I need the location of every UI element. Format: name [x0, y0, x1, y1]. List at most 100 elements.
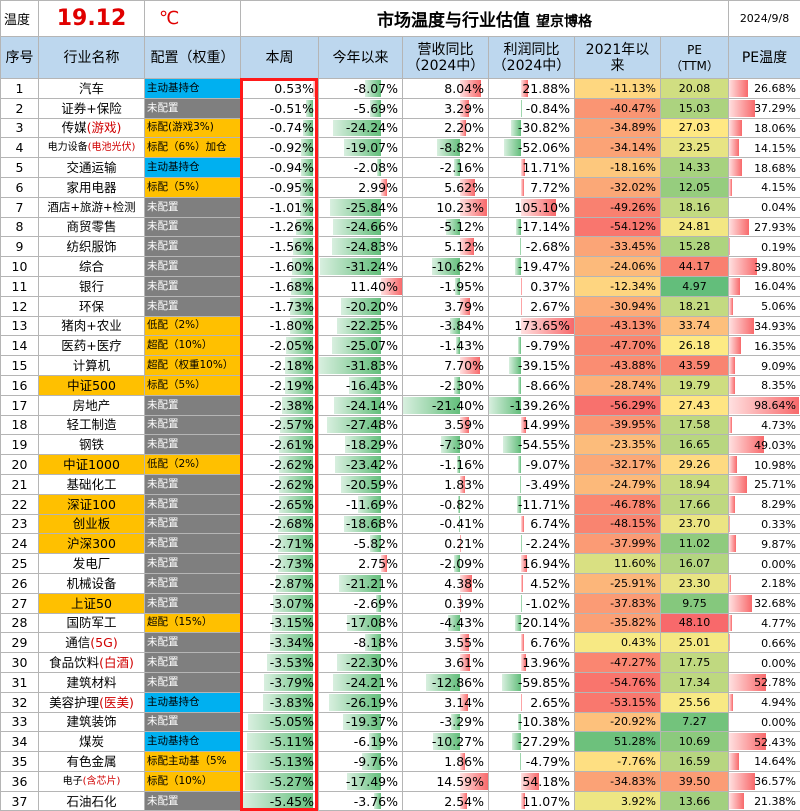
- this-week-change: -3.53%: [240, 652, 319, 673]
- profit-yoy-value: -1.02%: [525, 595, 570, 611]
- revenue-yoy-value: 5.62%: [444, 179, 484, 195]
- profit-yoy-value: 11.71%: [522, 160, 570, 176]
- pe-temperature: 16.35%: [728, 335, 800, 357]
- revenue-yoy: 0.39%: [402, 592, 489, 614]
- row-number: 17: [0, 394, 39, 416]
- this-week-change-bar: [292, 238, 313, 256]
- pe-temperature: 8.29%: [728, 493, 800, 515]
- profit-yoy-bar: [521, 198, 556, 216]
- industry-name-highlight: (白酒): [99, 655, 134, 670]
- revenue-yoy-bar: [440, 436, 460, 454]
- pe-temperature-value: 26.68%: [754, 82, 797, 96]
- col-header-no: 序号: [0, 36, 39, 79]
- profit-yoy-value: -139.26%: [509, 397, 570, 413]
- profit-yoy-bar: [520, 238, 522, 256]
- pe-temperature-bar: [729, 475, 748, 493]
- revenue-yoy-value: -2.16%: [439, 160, 484, 176]
- revenue-yoy: -0.82%: [402, 493, 489, 515]
- ytd-change-value: -6.19%: [353, 734, 398, 750]
- pe-ttm: 39.50: [659, 770, 730, 792]
- profit-yoy-value: -52.06%: [517, 140, 570, 156]
- row-number: 22: [0, 493, 39, 515]
- revenue-yoy: -2.09%: [402, 553, 489, 574]
- this-week-change-value: 0.53%: [274, 80, 314, 96]
- profit-yoy-value: 11.07%: [522, 793, 570, 809]
- pe-temperature: 25.71%: [728, 473, 800, 495]
- pe-temperature-value: 10.98%: [754, 458, 797, 472]
- ytd-change-bar: [333, 673, 382, 691]
- profit-yoy-value: -54.55%: [517, 437, 570, 453]
- industry-name: 食品饮料(白酒): [38, 652, 145, 673]
- table-row: 22 深证100 未配置 -2.65% -11.69% -0.82% -11.71% -46.…: [0, 493, 800, 515]
- this-week-change-value: -2.68%: [269, 516, 314, 532]
- allocation-weight: 主动基持仓: [144, 78, 241, 99]
- pe-temperature-bar: [729, 574, 731, 592]
- profit-yoy: -0.84%: [488, 97, 575, 119]
- allocation-weight: 低配（2%）: [144, 315, 241, 337]
- industry-name-text: 纺织服饰: [66, 239, 117, 255]
- profit-yoy-value: 13.96%: [522, 655, 570, 670]
- revenue-yoy: 0.21%: [402, 533, 489, 555]
- industry-name-text: 证券+保险: [61, 100, 122, 116]
- ytd-change-bar: [375, 594, 382, 612]
- this-week-change-bar: [279, 436, 313, 454]
- profit-yoy-value: 14.99%: [522, 417, 570, 433]
- title-row: 温度 19.12 ℃ 市场温度与行业估值 望京博格 2024/9/8: [0, 0, 800, 37]
- pe-ttm: 26.18: [659, 335, 730, 357]
- revenue-yoy-bar: [454, 555, 460, 572]
- revenue-yoy-value: -7.30%: [439, 437, 484, 453]
- revenue-yoy-bar: [448, 614, 460, 632]
- since-2021-change: -46.78%: [574, 493, 661, 515]
- this-week-change-value: -2.19%: [269, 377, 314, 393]
- this-week-change: 0.53%: [240, 78, 319, 99]
- profit-yoy-value: 6.74%: [530, 516, 570, 532]
- revenue-yoy-value: 14.59%: [436, 773, 484, 789]
- industry-name: 创业板: [38, 513, 145, 535]
- this-week-change-bar: [291, 277, 313, 295]
- profit-yoy-value: 2.65%: [530, 694, 570, 710]
- revenue-yoy-bar: [449, 317, 460, 335]
- col-header-pe-temperature: PE温度: [728, 36, 800, 79]
- col-header-revenue-yoy: 营收同比 （2024中）: [402, 36, 489, 79]
- pe-temperature: 0.00%: [728, 553, 800, 574]
- table-row: 37 石油石化 未配置 -5.45% -3.76% 2.54% 11.07% 3.92% 13.…: [0, 790, 800, 811]
- ytd-change: -16.43%: [318, 374, 403, 396]
- this-week-change-bar: [282, 396, 313, 414]
- ytd-change-bar: [339, 574, 382, 592]
- industry-name-text: 综合: [78, 259, 104, 275]
- pe-temperature: 98.64%: [728, 394, 800, 416]
- industry-name-highlight: (5G): [90, 635, 118, 651]
- ytd-change-bar: [334, 456, 382, 473]
- industry-name-text: 建筑材料: [66, 674, 117, 690]
- allocation-weight: 未配置: [144, 493, 241, 515]
- row-number: 11: [0, 275, 39, 297]
- ytd-change: -24.24%: [318, 117, 403, 139]
- this-week-change-value: -3.53%: [269, 655, 314, 670]
- industry-name-text: 有色金属: [66, 753, 117, 769]
- industry-name: 美容护理(医美): [38, 691, 145, 713]
- pe-temperature-value: 16.04%: [754, 280, 797, 294]
- this-week-change: -5.11%: [240, 731, 319, 753]
- ytd-change-value: -3.76%: [353, 793, 398, 809]
- since-2021-change: -34.83%: [574, 770, 661, 792]
- industry-name: 煤炭: [38, 731, 145, 753]
- ytd-change-bar: [319, 357, 382, 374]
- col-header-profit-yoy: 利润同比 （2024中）: [488, 36, 575, 79]
- pe-temperature-value: 32.68%: [754, 597, 797, 611]
- pe-temperature: 0.66%: [728, 632, 800, 654]
- since-2021-change: -54.12%: [574, 216, 661, 238]
- revenue-yoy-bar: [459, 99, 469, 117]
- this-week-change-value: -1.68%: [269, 278, 314, 294]
- revenue-yoy-value: -10.62%: [431, 259, 484, 275]
- ytd-change: -18.29%: [318, 434, 403, 456]
- this-week-change: -5.13%: [240, 751, 319, 772]
- revenue-yoy-bar: [459, 198, 488, 216]
- table-row: 9 纺织服饰 未配置 -1.56% -24.83% 5.12% -2.68% -33.45% 1…: [0, 236, 800, 258]
- pe-temperature-value: 27.93%: [754, 220, 797, 234]
- table-row: 35 有色金属 标配主动基（5% -5.13% -9.76% 1.86% -4.79% -7.…: [0, 751, 800, 772]
- revenue-yoy-bar: [451, 713, 460, 731]
- profit-yoy: -52.06%: [488, 137, 575, 159]
- this-week-change: -3.07%: [240, 592, 319, 614]
- profit-yoy-bar: [515, 218, 522, 236]
